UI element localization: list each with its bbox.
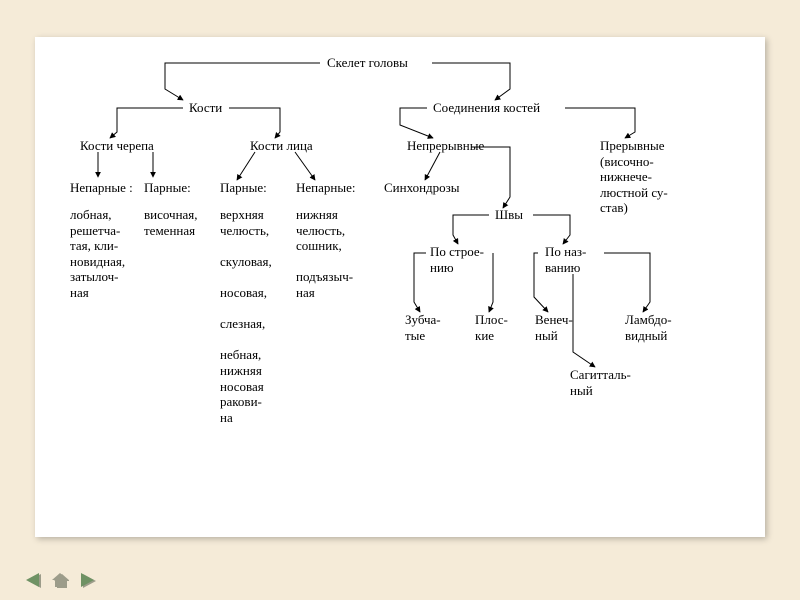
node-soed: Соединения костей [433,100,540,116]
node-f_par_t: верхняя челюсть, скуловая, носовая, слез… [220,207,272,425]
node-f_nep_t: нижняя челюсть, сошник, подъязыч- ная [296,207,353,301]
next-button[interactable] [76,570,98,590]
node-s_nep_t: лобная, решетча- тая, кли- новидная, зат… [70,207,125,301]
node-lamb: Ламбдо- видный [625,312,672,343]
node-nepr: Непрерывные [407,138,484,154]
node-kosti: Кости [189,100,222,116]
node-plos: Плос- кие [475,312,508,343]
diagram-edges [35,37,765,537]
node-s_par: Парные: [144,180,191,196]
prev-button[interactable] [22,570,44,590]
node-root: Скелет головы [327,55,408,71]
node-s_par_t: височная, теменная [144,207,198,238]
node-zub: Зубча- тые [405,312,441,343]
node-po_naz: По наз- ванию [545,244,586,275]
slide-nav [22,570,98,590]
node-sag: Сагитталь- ный [570,367,631,398]
node-ch_skull: Кости черепа [80,138,154,154]
node-shvy: Швы [495,207,523,223]
node-po_str: По строе- нию [430,244,484,275]
node-s_nep: Непарные : [70,180,133,196]
home-button[interactable] [49,570,71,590]
node-ch_face: Кости лица [250,138,313,154]
node-prer: Прерывные (височно- нижнече- люстной су-… [600,138,668,216]
node-f_nep: Непарные: [296,180,355,196]
node-sinh: Синхондрозы [384,180,460,196]
diagram-card: Скелет головы Кости Соединения костей Кости… [35,37,765,537]
node-f_par: Парные: [220,180,267,196]
node-ven: Венеч- ный [535,312,573,343]
